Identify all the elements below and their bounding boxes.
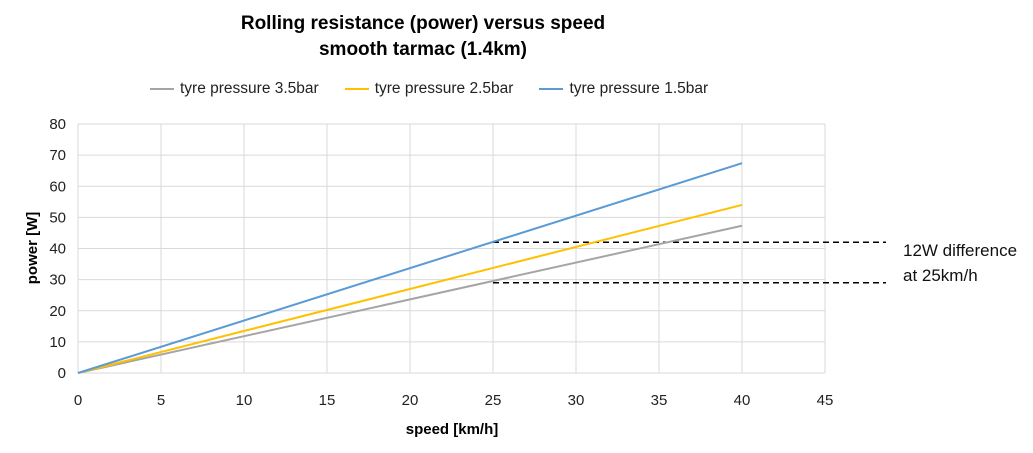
legend-swatch-2-5bar <box>344 88 369 90</box>
legend-swatch-1-5bar <box>539 88 564 90</box>
y-tick-label: 20 <box>49 303 66 320</box>
x-tick-label: 30 <box>568 392 585 409</box>
reference-lines-layer <box>493 241 886 284</box>
y-tick-label: 60 <box>49 178 66 195</box>
y-axis-title: power [W] <box>24 212 41 285</box>
legend-item-3-5bar: tyre pressure 3.5bar <box>150 80 319 98</box>
y-tick-label: 0 <box>58 365 66 382</box>
chart-subtitle: smooth tarmac (1.4km) <box>318 39 527 60</box>
legend-item-1-5bar: tyre pressure 1.5bar <box>539 80 708 98</box>
series-line <box>77 224 743 374</box>
series-layer <box>77 162 743 374</box>
tick-labels-layer: 0 10 20 30 40 50 60 70 80 0 5 10 15 20 25 30 35 40 45 <box>49 116 833 409</box>
y-tick-label: 40 <box>49 241 66 258</box>
chart-legend: tyre pressure 3.5bar tyre pressure 2.5ba… <box>150 80 708 98</box>
x-tick-label: 0 <box>74 392 82 409</box>
x-tick-label: 25 <box>485 392 502 409</box>
legend-label-3-5bar: tyre pressure 3.5bar <box>180 80 319 97</box>
x-axis-title: speed [km/h] <box>406 421 499 438</box>
legend-item-2-5bar: tyre pressure 2.5bar <box>344 80 514 98</box>
legend-label-2-5bar: tyre pressure 2.5bar <box>374 80 514 97</box>
legend-label-1-5bar: tyre pressure 1.5bar <box>569 80 709 97</box>
grid-layer <box>77 123 826 374</box>
y-tick-label: 10 <box>49 334 66 351</box>
y-tick-label: 70 <box>49 147 66 164</box>
annotation-line-1: 12W difference <box>903 241 1018 260</box>
x-tick-label: 35 <box>651 392 668 409</box>
y-tick-label: 50 <box>49 209 66 226</box>
y-tick-label: 80 <box>49 116 66 133</box>
y-tick-label: 30 <box>49 272 66 289</box>
x-tick-label: 5 <box>157 392 165 409</box>
x-tick-label: 40 <box>734 392 751 409</box>
x-tick-label: 20 <box>402 392 419 409</box>
x-tick-label: 15 <box>319 392 336 409</box>
series-line <box>77 203 743 374</box>
chart-title: Rolling resistance (power) versus speed <box>240 13 606 34</box>
x-tick-label: 45 <box>817 392 834 409</box>
legend-swatch-3-5bar <box>150 88 174 90</box>
series-line <box>77 162 743 374</box>
annotation-line-2: at 25km/h <box>903 266 978 285</box>
difference-annotation: 12W difference at 25km/h <box>903 238 1017 288</box>
x-tick-label: 10 <box>236 392 253 409</box>
